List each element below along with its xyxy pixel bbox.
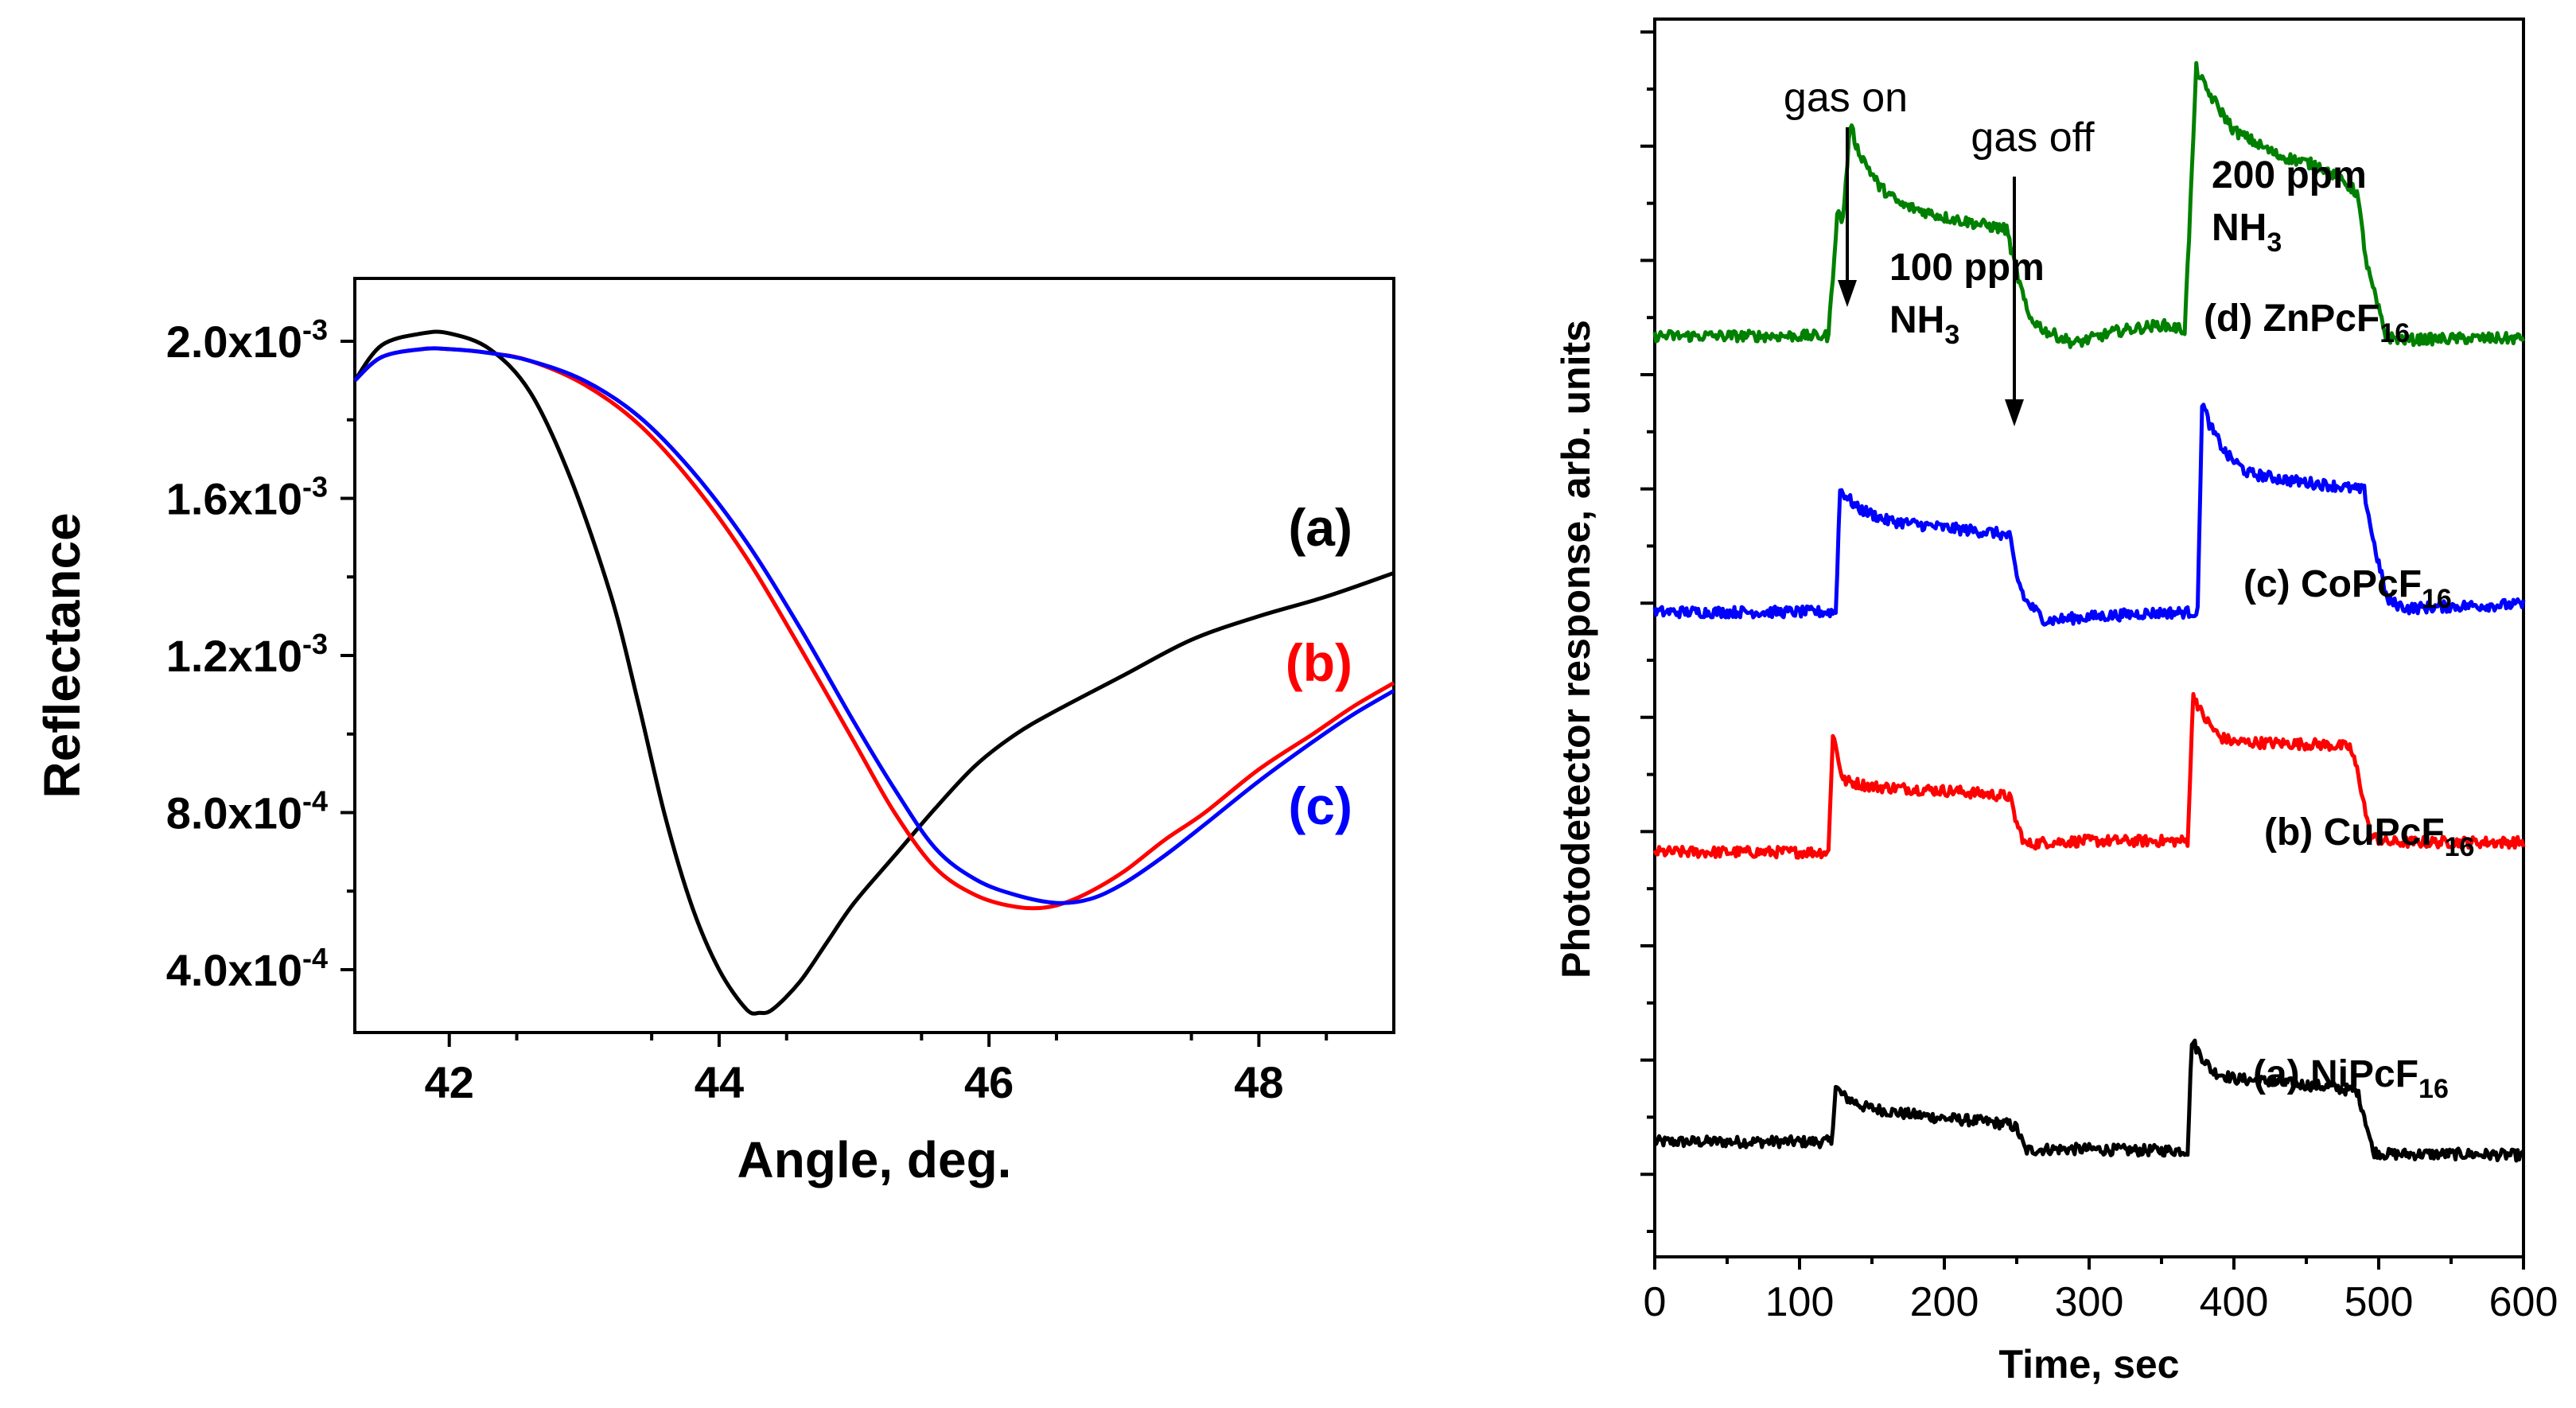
left-x-axis-label: Angle, deg. bbox=[737, 1131, 1012, 1188]
left-y-tick-exponent: -3 bbox=[302, 313, 328, 346]
series-label-ni-text: (a) NiPcF bbox=[2253, 1053, 2418, 1095]
left-x-tick-label: 44 bbox=[695, 1057, 744, 1107]
left-y-tick-mantissa: 1.6x10 bbox=[166, 474, 302, 524]
right-series-line-cu bbox=[1652, 692, 2526, 860]
right-x-axis-label: Time, sec bbox=[1998, 1342, 2179, 1387]
left-x-axis: 42 44 46 48 bbox=[425, 1033, 1329, 1107]
left-y-tick-label: 1.6x10-3 bbox=[166, 471, 328, 524]
series-label-cu-sub: 16 bbox=[2445, 832, 2475, 862]
right-y-axis bbox=[1640, 30, 1655, 1233]
right-y-axis-label: Photodetector response, arb. units bbox=[1554, 320, 1598, 978]
series-label-co-text: (c) CoPcF bbox=[2243, 563, 2422, 605]
right-x-tick-label: 400 bbox=[2200, 1279, 2269, 1325]
series-label-cu-text: (b) CuPcF bbox=[2264, 811, 2445, 854]
series-label-zn: (d) ZnPcF16 bbox=[2204, 298, 2410, 348]
left-series-line-b bbox=[353, 346, 1395, 911]
left-series-group bbox=[352, 329, 1395, 1016]
left-plot-frame bbox=[353, 277, 1395, 1034]
left-y-axis: 4.0x10-48.0x10-41.2x10-31.6x10-32.0x10-3 bbox=[166, 313, 355, 995]
right-x-tick-label: 300 bbox=[2055, 1279, 2124, 1325]
right-series-line-ni bbox=[1652, 1038, 2525, 1163]
left-y-tick-mantissa: 1.2x10 bbox=[166, 631, 302, 681]
left-series-line-a bbox=[352, 329, 1395, 1016]
left-y-tick-label: 4.0x10-4 bbox=[166, 942, 328, 995]
nh3-100-label: NH3 bbox=[1889, 299, 1959, 350]
conc-100-label: 100 ppm bbox=[1889, 247, 2045, 289]
left-y-tick-label: 1.2x10-3 bbox=[166, 628, 328, 681]
series-label-zn-sub: 16 bbox=[2379, 318, 2410, 348]
nh3-100-text: NH bbox=[1889, 299, 1944, 341]
right-x-axis: 0 100 200 300 400 500 600 bbox=[1644, 1257, 2558, 1325]
right-x-tick-label: 500 bbox=[2344, 1279, 2414, 1325]
series-label-cu: (b) CuPcF16 bbox=[2264, 811, 2474, 862]
left-y-tick-exponent: -4 bbox=[302, 785, 328, 818]
right-x-tick-label: 200 bbox=[1910, 1279, 1979, 1325]
left-y-tick-label: 8.0x10-4 bbox=[166, 785, 328, 838]
gas-off-arrowhead bbox=[2005, 399, 2024, 426]
right-series-line-co bbox=[1652, 403, 2526, 627]
nh3-100-sub: 3 bbox=[1944, 320, 1959, 350]
legend-label-c: (c) bbox=[1288, 776, 1352, 835]
left-x-tick-label: 42 bbox=[425, 1057, 474, 1107]
right-x-tick-label: 0 bbox=[1644, 1279, 1667, 1325]
right-chart-panel: 0 100 200 300 400 500 600 Time, sec Photodetec… bbox=[1554, 18, 2558, 1387]
left-y-tick-mantissa: 8.0x10 bbox=[166, 788, 302, 838]
nh3-200-label: NH3 bbox=[2212, 207, 2282, 258]
left-y-axis-label: Reflectance bbox=[33, 512, 91, 798]
right-series-line-zn bbox=[1652, 60, 2526, 349]
right-x-tick-label: 600 bbox=[2489, 1279, 2558, 1325]
left-y-tick-exponent: -3 bbox=[302, 471, 328, 504]
conc-200-label: 200 ppm bbox=[2212, 154, 2367, 196]
legend-label-b: (b) bbox=[1286, 633, 1352, 692]
right-series-group bbox=[1652, 60, 2526, 1163]
left-chart-panel: 42 44 46 48 4.0x10-48.0x10-41.2x10-31.6x10-… bbox=[33, 277, 1395, 1188]
gas-on-label: gas on bbox=[1784, 75, 1908, 121]
gas-off-label: gas off bbox=[1971, 115, 2095, 161]
gas-on-arrowhead bbox=[1838, 280, 1857, 307]
series-label-zn-text: (d) ZnPcF bbox=[2204, 298, 2379, 340]
left-y-tick-label: 2.0x10-3 bbox=[166, 313, 328, 367]
right-x-tick-label: 100 bbox=[1765, 1279, 1835, 1325]
legend-label-a: (a) bbox=[1288, 498, 1352, 557]
series-label-ni: (a) NiPcF16 bbox=[2253, 1053, 2449, 1104]
left-y-tick-exponent: -4 bbox=[302, 942, 328, 974]
nh3-200-text: NH bbox=[2212, 207, 2267, 249]
series-label-co: (c) CoPcF16 bbox=[2243, 563, 2452, 614]
left-y-tick-mantissa: 4.0x10 bbox=[166, 945, 302, 995]
nh3-200-sub: 3 bbox=[2267, 228, 2282, 258]
left-x-tick-label: 46 bbox=[964, 1057, 1014, 1107]
left-x-tick-label: 48 bbox=[1234, 1057, 1283, 1107]
left-y-tick-mantissa: 2.0x10 bbox=[166, 317, 302, 367]
series-label-ni-sub: 16 bbox=[2418, 1074, 2449, 1104]
left-series-line-c bbox=[353, 346, 1395, 905]
series-label-co-sub: 16 bbox=[2422, 584, 2452, 614]
left-y-tick-exponent: -3 bbox=[302, 628, 328, 660]
